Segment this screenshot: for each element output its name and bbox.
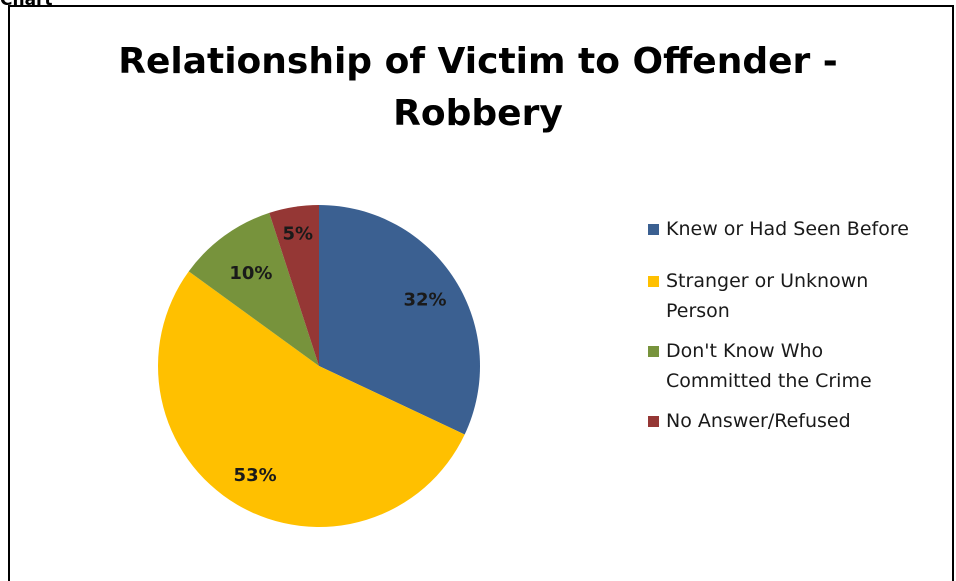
legend-label-knew: Knew or Had Seen Before [666, 218, 909, 240]
legend-item-stranger: Stranger or Unknown Person [648, 266, 948, 326]
chart-title-line-1: Relationship of Victim to Offender - [118, 41, 838, 82]
chart-title-line-2: Robbery [393, 93, 563, 134]
legend-label-stranger-line-1: Stranger or Unknown [666, 270, 869, 292]
chart-legend: Knew or Had Seen Before Stranger or Unkn… [648, 214, 948, 436]
data-label-stranger: 53% [234, 465, 277, 486]
pie-slice-dont-know [188, 212, 319, 366]
legend-label-dont-know-line-1: Don't Know Who [666, 340, 824, 362]
pie-data-labels: 32% 53% 10% 5% [229, 223, 446, 486]
legend-swatch-knew [648, 224, 659, 235]
chart-title: Relationship of Victim to Offender - Rob… [0, 36, 956, 140]
legend-swatch-no-answer [648, 416, 659, 427]
pie-slice-no-answer [269, 205, 319, 366]
legend-label-dont-know-line-2: Committed the Crime [666, 370, 872, 392]
legend-swatch-dont-know [648, 346, 659, 357]
pie-slices [157, 205, 481, 528]
legend-label-stranger-line-2: Person [666, 300, 730, 322]
legend-item-dont-know: Don't Know Who Committed the Crime [648, 336, 948, 396]
data-label-no-answer: 5% [283, 223, 314, 244]
legend-item-no-answer: No Answer/Refused [648, 406, 948, 436]
pie-slice-stranger [157, 271, 465, 528]
data-label-knew: 32% [403, 290, 446, 311]
legend-item-knew: Knew or Had Seen Before [648, 214, 948, 244]
pie-slice-knew [319, 205, 481, 435]
data-label-dont-know: 10% [229, 263, 272, 284]
legend-label-no-answer: No Answer/Refused [666, 410, 851, 432]
chart-area [8, 5, 954, 581]
legend-swatch-stranger [648, 276, 659, 287]
